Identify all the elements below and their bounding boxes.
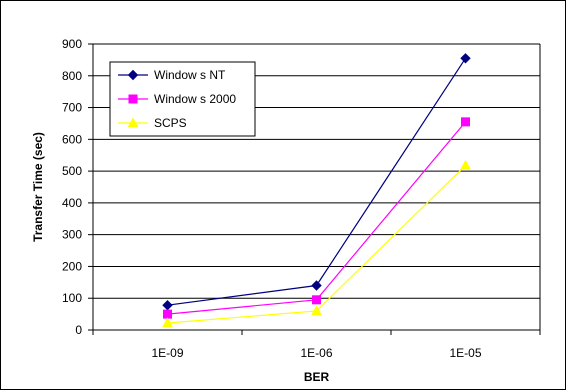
legend-marker (127, 117, 139, 128)
series (162, 53, 471, 328)
legend-marker (128, 94, 138, 104)
y-tick-label: 800 (62, 69, 82, 83)
data-point (461, 117, 470, 127)
x-tick-label: 1E-06 (300, 346, 332, 360)
y-tick-label: 0 (75, 323, 82, 337)
y-axis-title: Transfer Time (sec) (31, 132, 45, 242)
x-tick-label: 1E-09 (151, 346, 183, 360)
legend-label: SCPS (154, 116, 187, 130)
y-tick-label: 900 (62, 37, 82, 51)
y-tick-label: 500 (62, 164, 82, 178)
legend-label: Window s 2000 (154, 92, 236, 106)
axes: 0 100 200 300 400 500 600 700 800 900 1E-09 1E-06 1E… (62, 37, 541, 360)
data-point (312, 295, 321, 305)
data-point (162, 317, 173, 328)
y-tick-label: 400 (62, 196, 82, 210)
legend-label: Window s NT (154, 68, 226, 82)
y-tick-label: 700 (62, 101, 82, 115)
data-point (162, 300, 173, 311)
legend-marker (127, 69, 139, 81)
data-point (311, 305, 322, 316)
y-tick-label: 200 (62, 259, 82, 273)
y-tick-label: 300 (62, 228, 82, 242)
x-axis-title: BER (304, 370, 330, 384)
data-point (311, 280, 322, 291)
y-tick-label: 600 (62, 132, 82, 146)
y-tick-label: 100 (62, 291, 82, 305)
x-tick-label: 1E-05 (449, 346, 481, 360)
data-point (460, 159, 471, 170)
data-point (163, 309, 172, 319)
legend: Window s NT Window s 2000 SCPS (109, 61, 256, 137)
gridlines (93, 43, 540, 299)
data-point (460, 53, 471, 64)
